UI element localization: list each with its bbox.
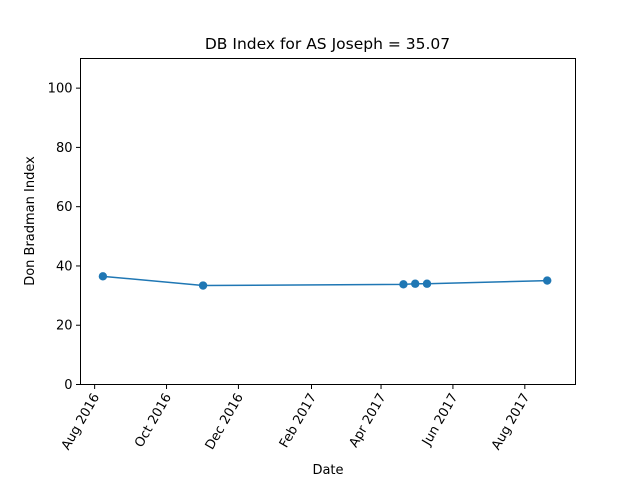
data-point	[422, 279, 432, 288]
data-point	[399, 280, 408, 289]
series-line	[102, 275, 548, 287]
axes-frame	[80, 58, 576, 385]
data-point	[411, 279, 420, 288]
y-tick-label: 60	[56, 200, 73, 215]
data-point	[543, 276, 552, 285]
y-tick-label: 80	[56, 141, 73, 156]
y-axis-title: Don Bradman Index	[23, 156, 38, 286]
y-tick-label: 20	[56, 319, 73, 334]
data-point	[198, 281, 208, 290]
chart-title: DB Index for AS Joseph = 35.07	[205, 35, 450, 53]
y-tick-label: 100	[48, 82, 73, 97]
x-axis-title: Date	[312, 463, 343, 478]
y-tick-label: 0	[64, 378, 72, 393]
data-point	[98, 272, 108, 281]
y-tick-label: 40	[56, 259, 73, 274]
